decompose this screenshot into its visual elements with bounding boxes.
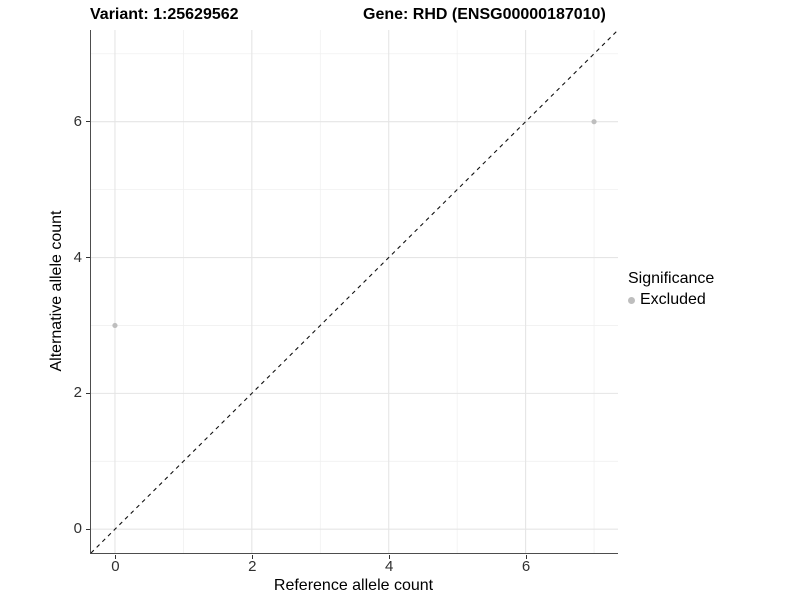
y-tick-mark — [86, 392, 90, 394]
x-tick-label: 2 — [248, 558, 257, 575]
legend: Significance Excluded — [628, 270, 714, 309]
y-tick-label: 6 — [73, 112, 82, 130]
x-tick-label: 0 — [111, 558, 120, 575]
plot-title-gene: Gene: RHD (ENSG00000187010) — [363, 6, 606, 23]
plot-panel — [90, 29, 619, 554]
y-tick-mark — [86, 528, 90, 530]
legend-key-dot-icon — [628, 296, 635, 304]
legend-entry-label: Excluded — [640, 291, 706, 308]
plot-title-variant: Variant: 1:25629562 — [90, 6, 239, 23]
plot-canvas — [90, 29, 619, 554]
y-tick-label: 0 — [73, 520, 82, 538]
x-tick-mark — [525, 554, 527, 559]
y-tick-mark — [86, 257, 90, 259]
x-tick-mark — [388, 554, 390, 559]
y-tick-label: 2 — [73, 384, 82, 402]
y-tick-label: 4 — [73, 248, 82, 266]
legend-entry-excluded: Excluded — [628, 291, 714, 309]
x-tick-mark — [251, 554, 253, 559]
legend-title: Significance — [628, 270, 715, 287]
y-axis-title: Alternative allele count — [48, 210, 65, 372]
x-tick-label: 6 — [521, 558, 531, 575]
x-axis-title: Reference allele count — [273, 577, 434, 594]
y-tick-mark — [86, 121, 90, 123]
x-tick-mark — [114, 554, 116, 559]
x-tick-label: 4 — [385, 558, 394, 575]
